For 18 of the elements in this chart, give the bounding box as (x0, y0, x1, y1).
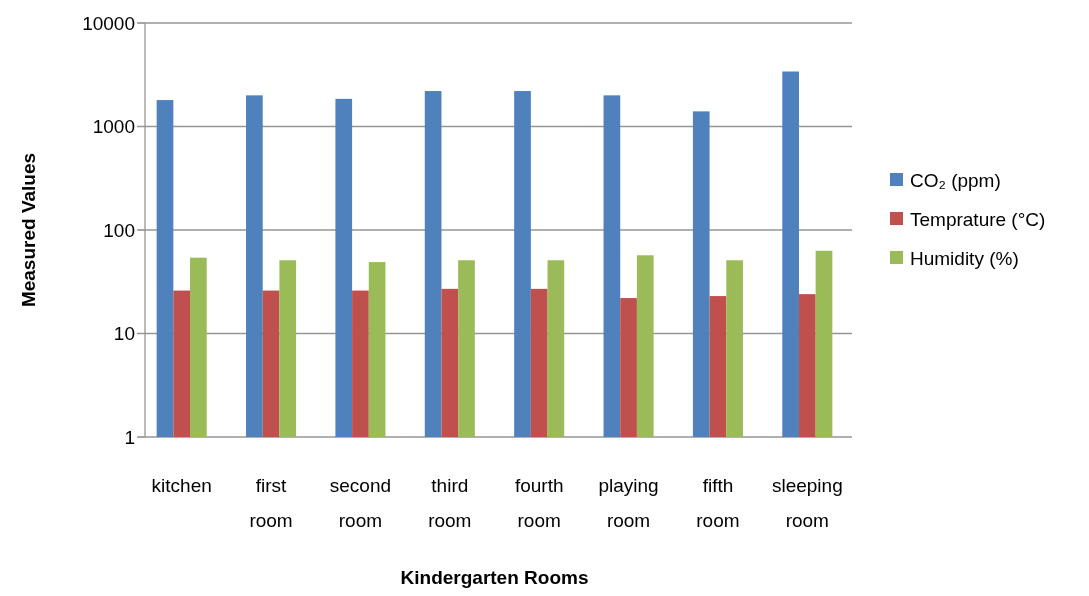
y-tick-label: 10000 (82, 12, 135, 34)
x-tick-label: kitchen (151, 475, 212, 496)
y-axis-title: Measured Values (18, 152, 39, 308)
x-tick-label: second room (329, 475, 392, 531)
y-tick-label: 100 (103, 219, 135, 241)
x-axis-title: Kindergarten Rooms (400, 567, 589, 588)
legend-label: Temprature (°C) (910, 208, 1046, 230)
legend-label: Humidity (%) (910, 247, 1019, 269)
y-tick-label: 10 (113, 323, 135, 344)
x-tick-label: third room (428, 475, 472, 531)
x-tick-label: fourth room (514, 475, 564, 531)
x-tick-label: sleeping room (771, 475, 843, 531)
x-tick-label: first room (249, 475, 293, 531)
y-tick-label: 1000 (92, 116, 135, 137)
x-tick-label: fifth room (696, 475, 740, 531)
legend-label: CO₂ (ppm) (910, 169, 1001, 191)
x-tick-label: playing room (598, 475, 659, 531)
y-tick-label: 1 (124, 426, 135, 448)
